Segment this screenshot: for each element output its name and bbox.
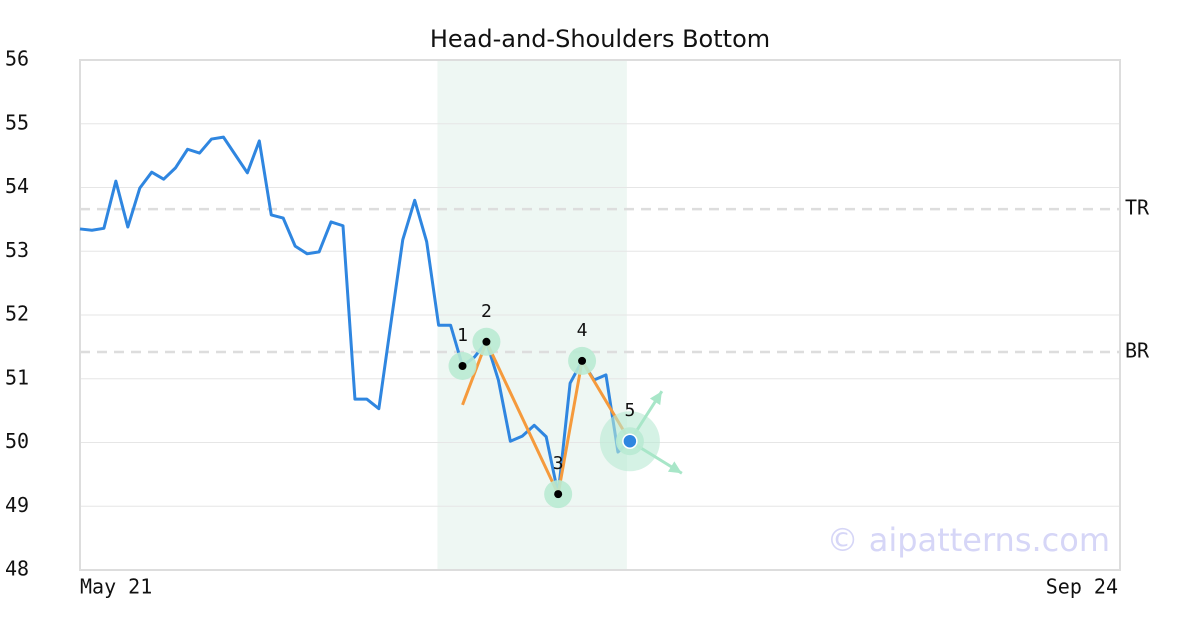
- pattern-point: [482, 337, 491, 346]
- y-tick-label: 56: [5, 47, 29, 71]
- y-tick-label: 53: [5, 238, 29, 262]
- point-label: 4: [577, 320, 588, 341]
- arrow-head: [667, 461, 682, 474]
- series-line: [79, 135, 631, 496]
- y-tick-label: 50: [5, 429, 29, 453]
- pattern-point: [578, 356, 587, 365]
- y-tick-label: 48: [5, 557, 29, 581]
- arrow-head: [649, 391, 662, 406]
- pattern-point: [622, 433, 638, 449]
- x-tick-label: May 21: [80, 575, 152, 599]
- y-tick-label: 49: [5, 493, 29, 517]
- y-tick-label: 55: [5, 110, 29, 134]
- y-tick-label: 54: [5, 174, 29, 198]
- level-label: TR: [1125, 196, 1150, 220]
- watermark: © aipatterns.com: [827, 521, 1110, 559]
- point-label: 3: [553, 453, 564, 474]
- plot-border: [79, 59, 1121, 571]
- point-label: 1: [457, 325, 468, 346]
- point-label: 5: [624, 400, 635, 421]
- y-tick-label: 51: [5, 365, 29, 389]
- y-tick-label: 52: [5, 302, 29, 326]
- pattern-point: [554, 490, 563, 499]
- level-label: BR: [1125, 338, 1150, 362]
- x-tick-label: Sep 24: [1046, 575, 1118, 599]
- chart-title: Head-and-Shoulders Bottom: [430, 25, 770, 53]
- pattern-point: [458, 362, 467, 370]
- point-label: 2: [481, 301, 492, 322]
